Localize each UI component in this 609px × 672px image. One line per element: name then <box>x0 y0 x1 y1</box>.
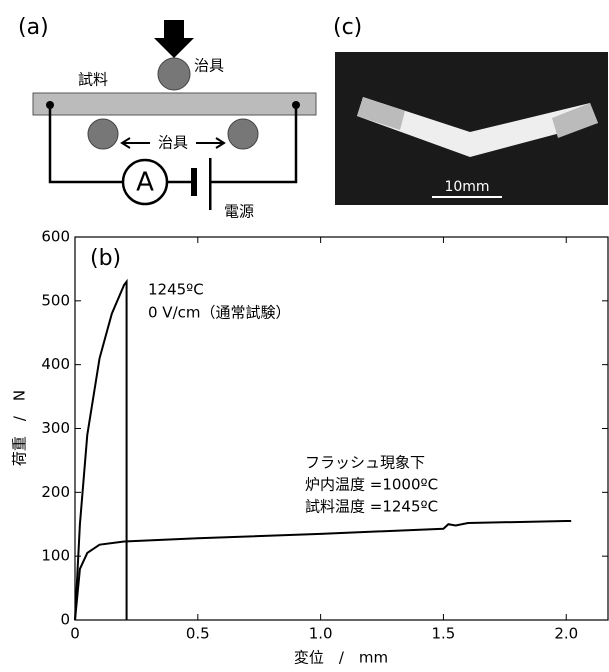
x-tick-label: 1.5 <box>432 625 456 643</box>
x-tick-label: 2.0 <box>554 625 578 643</box>
jig-label: 治具 <box>158 134 188 152</box>
annotation: フラッシュ現象下 <box>305 454 425 472</box>
y-axis-label: 荷重 / N <box>11 390 29 466</box>
battery-plate <box>209 158 212 210</box>
y-tick-label: 0 <box>60 611 70 629</box>
annotation: 試料温度 =1245ºC <box>305 498 438 516</box>
x-axis-label: 変位 / mm <box>294 649 388 667</box>
power-label: 電源 <box>224 203 254 221</box>
annotation: 炉内温度 =1000ºC <box>305 476 438 494</box>
panel-label: (c) <box>333 15 362 40</box>
y-tick-label: 500 <box>41 291 70 309</box>
y-tick-label: 100 <box>41 547 70 565</box>
x-tick-label: 0 <box>70 625 80 643</box>
panel-label: (a) <box>18 15 49 40</box>
load-arrow <box>154 20 194 58</box>
y-tick-label: 400 <box>41 355 70 373</box>
figure: (a) 試料 治具 治具 A 電源 (c) 10mm (b) 1245ºC 0 … <box>0 0 609 668</box>
x-tick-label: 0.5 <box>186 625 210 643</box>
sample-label: 試料 <box>78 71 108 89</box>
sample-bar <box>33 93 316 115</box>
y-tick-label: 300 <box>41 419 70 437</box>
contact <box>292 101 300 109</box>
scale-label: 10mm <box>444 179 489 195</box>
x-tick-label: 1.0 <box>309 625 333 643</box>
data-line <box>75 282 127 620</box>
ammeter-label: A <box>136 168 154 198</box>
annotation: 0 V/cm（通常試験） <box>148 304 291 322</box>
jig <box>228 119 258 149</box>
jig <box>158 58 190 90</box>
data-line <box>75 521 571 620</box>
annotation: 1245ºC <box>148 281 204 299</box>
contact <box>46 101 54 109</box>
y-tick-label: 200 <box>41 483 70 501</box>
jig <box>88 119 118 149</box>
y-tick-label: 600 <box>41 228 70 246</box>
panel-label: (b) <box>90 246 121 271</box>
jig-label: 治具 <box>194 57 224 75</box>
battery-plate <box>191 168 197 196</box>
